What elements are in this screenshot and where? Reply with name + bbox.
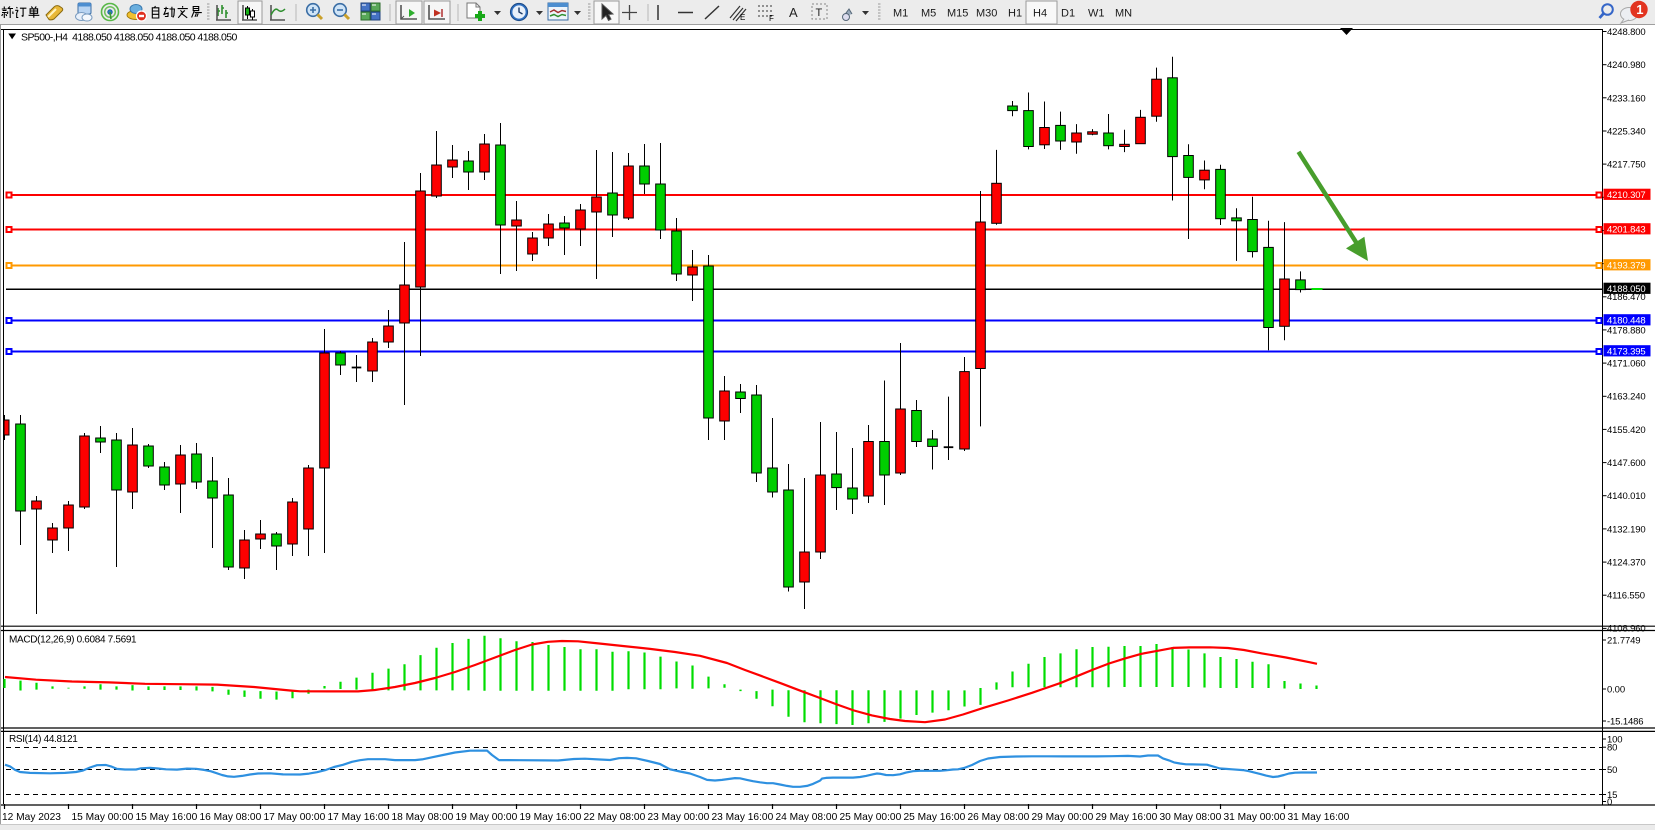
svg-text:4240.980: 4240.980 [1607,60,1646,71]
svg-text:4140.010: 4140.010 [1607,491,1646,502]
svg-text:4155.420: 4155.420 [1607,425,1646,436]
svg-text:4116.550: 4116.550 [1607,591,1645,602]
svg-text:19 May 00:00: 19 May 00:00 [456,812,518,823]
svg-text:17 May 00:00: 17 May 00:00 [264,812,326,823]
svg-text:29 May 16:00: 29 May 16:00 [1096,812,1158,823]
svg-text:26 May 08:00: 26 May 08:00 [968,812,1030,823]
svg-text:4193.379: 4193.379 [1607,261,1646,272]
svg-text:4132.190: 4132.190 [1607,524,1646,535]
svg-text:4171.060: 4171.060 [1607,359,1646,370]
svg-text:80: 80 [1607,743,1617,754]
svg-text:4210.307: 4210.307 [1607,190,1646,201]
svg-text:23 May 16:00: 23 May 16:00 [712,812,774,823]
svg-text:100: 100 [1607,735,1622,746]
svg-text:24 May 08:00: 24 May 08:00 [776,812,838,823]
svg-text:18 May 08:00: 18 May 08:00 [392,812,454,823]
svg-text:30 May 08:00: 30 May 08:00 [1160,812,1222,823]
svg-text:M30: M30 [976,8,997,20]
svg-text:F: F [769,14,774,23]
svg-text:15: 15 [1607,790,1617,801]
svg-text:16 May 08:00: 16 May 08:00 [200,812,262,823]
svg-text:15 May 16:00: 15 May 16:00 [136,812,198,823]
svg-text:4233.160: 4233.160 [1607,93,1646,104]
svg-text:4163.240: 4163.240 [1607,392,1646,403]
svg-text:50: 50 [1607,765,1617,776]
svg-text:21.7749: 21.7749 [1607,636,1640,647]
svg-text:4217.750: 4217.750 [1607,160,1646,171]
svg-text:19 May 16:00: 19 May 16:00 [520,812,582,823]
svg-text:4124.370: 4124.370 [1607,557,1646,568]
svg-text:17 May 16:00: 17 May 16:00 [328,812,390,823]
svg-text:MN: MN [1115,8,1132,20]
svg-text:4188.050: 4188.050 [1607,284,1646,295]
svg-text:4147.600: 4147.600 [1607,458,1646,469]
svg-text:4178.880: 4178.880 [1607,325,1646,336]
svg-text:12 May 2023: 12 May 2023 [2,812,61,823]
svg-text:25 May 16:00: 25 May 16:00 [904,812,966,823]
svg-text:25 May 00:00: 25 May 00:00 [840,812,902,823]
svg-text:W1: W1 [1088,8,1105,20]
svg-text:M1: M1 [893,8,908,20]
svg-text:A: A [789,5,798,20]
svg-text:H1: H1 [1008,8,1022,20]
svg-text:22 May 08:00: 22 May 08:00 [584,812,646,823]
svg-text:H4: H4 [1033,8,1047,20]
svg-text:MACD(12,26,9) 0.6084 7.5691: MACD(12,26,9) 0.6084 7.5691 [9,634,137,645]
svg-text:D1: D1 [1061,8,1075,20]
svg-text:M5: M5 [921,8,936,20]
svg-text:4186.470: 4186.470 [1607,292,1646,303]
svg-text:-15.1486: -15.1486 [1607,717,1643,728]
svg-text:1: 1 [1636,2,1643,17]
svg-text:M15: M15 [947,8,968,20]
svg-text:RSI(14) 44.8121: RSI(14) 44.8121 [9,734,78,745]
svg-text:0: 0 [1607,797,1612,808]
svg-text:4225.340: 4225.340 [1607,127,1646,138]
svg-text:4180.448: 4180.448 [1607,316,1646,327]
svg-text:4108.960: 4108.960 [1607,624,1646,635]
svg-text:4173.395: 4173.395 [1607,347,1646,358]
svg-text:29 May 00:00: 29 May 00:00 [1032,812,1094,823]
svg-text:T: T [816,7,823,19]
svg-text:E: E [740,13,745,22]
svg-text:31 May 16:00: 31 May 16:00 [1288,812,1350,823]
svg-text:SP500-,H4 4188.050 4188.050 4: SP500-,H4 4188.050 4188.050 4188.050 418… [21,32,238,44]
svg-text:15 May 00:00: 15 May 00:00 [72,812,134,823]
svg-text:31 May 00:00: 31 May 00:00 [1224,812,1286,823]
svg-text:0.00: 0.00 [1607,685,1625,696]
svg-text:4201.843: 4201.843 [1607,225,1646,236]
svg-text:4248.800: 4248.800 [1607,27,1646,38]
svg-text:23 May 00:00: 23 May 00:00 [648,812,710,823]
